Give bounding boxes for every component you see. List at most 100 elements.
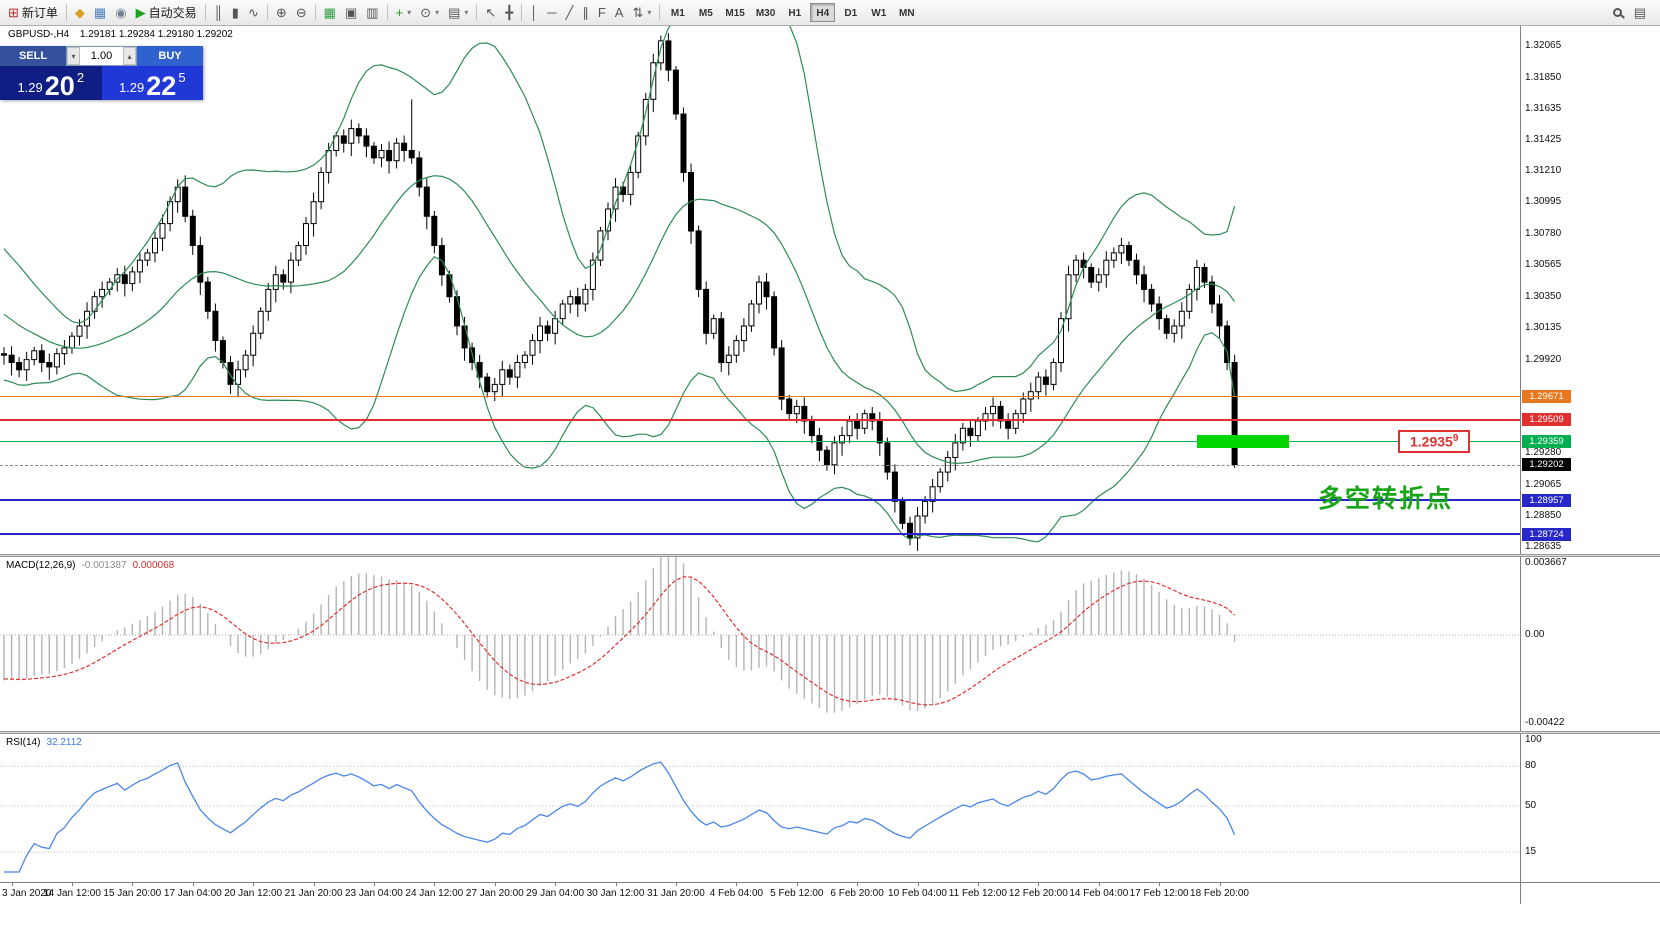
time-label: 21 Jan 20:00 xyxy=(284,888,343,899)
new-order-button[interactable]: ⊞ 新订单 xyxy=(4,2,62,24)
periods-dropdown-arrow[interactable]: ▾ xyxy=(435,8,440,17)
timeframe-h1-button[interactable]: H1 xyxy=(788,8,802,19)
volume-down-button[interactable]: ▾ xyxy=(67,47,80,65)
timeframe-m5-button[interactable]: M5 xyxy=(698,8,713,19)
fibonacci-button[interactable]: F xyxy=(594,2,610,24)
trendline-button[interactable]: ╱ xyxy=(561,2,577,24)
zoom-out-button[interactable]: ⊖ xyxy=(292,2,311,24)
time-label: 23 Jan 04:00 xyxy=(344,888,403,899)
auto-trading-button[interactable]: ▶ 自动交易 xyxy=(132,2,201,24)
data-window-button[interactable]: ▤ xyxy=(1630,2,1650,24)
volume-up-button[interactable]: ▴ xyxy=(123,47,136,65)
timeframe-m30-button[interactable]: M30 xyxy=(755,8,776,19)
callout-main: 1.2935 xyxy=(1410,433,1453,450)
search-button[interactable] xyxy=(1609,2,1626,24)
symbol-title-bar: GBPUSD-,H4 1.29181 1.29284 1.29180 1.292… xyxy=(8,29,233,40)
cursor-button[interactable]: ↖ xyxy=(481,2,500,24)
trendline-icon: ╱ xyxy=(565,5,574,20)
rsi-chart-canvas[interactable] xyxy=(0,734,1520,882)
horizontal-line-object[interactable] xyxy=(0,533,1520,536)
sell-price-button[interactable]: 1.29 20 2 xyxy=(0,66,102,100)
price-tick: 1.29280 xyxy=(1525,447,1562,459)
toolbar-separator xyxy=(386,4,388,21)
timeframe-w1-button[interactable]: W1 xyxy=(871,8,887,19)
rsi-name: RSI(14) xyxy=(6,737,41,748)
grid-button[interactable]: ▦ xyxy=(320,2,340,24)
time-tick xyxy=(615,883,617,886)
toolbar: ⊞ 新订单 ◆ ▦ ◉ ▶ 自动交易 ║ ▮ ∿ ⊕ ⊖ ▦ ▣ ▥ + ▾ ⊙ ▾ ▤ ▾ ↖ ╋ │ ─ ╱ ∥ F A ⇅ ▾ M1 M5… xyxy=(0,0,1660,26)
rsi-axis-label: 100 xyxy=(1525,734,1542,745)
price-tick: 1.29065 xyxy=(1525,478,1562,490)
line-chart-mode-button[interactable]: ∿ xyxy=(244,2,263,24)
equidistant-channel-button[interactable]: ∥ xyxy=(578,2,593,24)
price-tick: 1.32065 xyxy=(1525,40,1562,51)
sell-price-big: 20 xyxy=(44,71,75,102)
buy-price-button[interactable]: 1.29 22 5 xyxy=(101,66,203,100)
candlestick-mode-icon: ▮ xyxy=(231,5,239,20)
panel-splitter[interactable] xyxy=(0,731,1660,734)
price-callout-label[interactable]: 1.29359 xyxy=(1398,429,1471,454)
vertical-line-button[interactable]: │ xyxy=(526,2,542,24)
crosshair-button[interactable]: ╋ xyxy=(501,2,517,24)
highlight-line-segment[interactable] xyxy=(1197,435,1289,449)
macd-signal-value: 0.000068 xyxy=(132,560,175,571)
horizontal-line-object[interactable] xyxy=(0,441,1520,443)
main-plot[interactable]: 1.29359 多空转折点 xyxy=(0,26,1520,554)
chart-window-button[interactable]: ▦ xyxy=(90,2,110,24)
templates-button[interactable]: ▤ ▾ xyxy=(444,2,472,24)
timeframe-d1-button[interactable]: D1 xyxy=(844,8,858,19)
time-label: 20 Jan 12:00 xyxy=(224,888,283,899)
time-axis[interactable]: 3 Jan 2020 14 Jan 12:00 15 Jan 20:00 17 Jan… xyxy=(0,882,1660,904)
indicators-button[interactable]: + ▾ xyxy=(392,2,416,24)
auto-trading-icon: ▶ xyxy=(135,5,146,20)
macd-chart-canvas[interactable] xyxy=(0,557,1520,731)
timeframe-m15-button[interactable]: M15 xyxy=(725,8,745,19)
volume-input[interactable]: 1.00 xyxy=(90,50,113,62)
indicators-icon: + xyxy=(395,5,404,20)
horizontal-line-button[interactable]: ─ xyxy=(543,2,560,24)
price-axis[interactable]: 1.32065 1.31850 1.31635 1.31425 1.31210 1.309… xyxy=(1520,26,1660,554)
timeframe-mn-button[interactable]: MN xyxy=(898,8,915,19)
metaeditor-button[interactable]: ◆ xyxy=(71,2,89,24)
arrows-icon: ⇅ xyxy=(632,5,644,20)
horizontal-line-object[interactable] xyxy=(0,418,1520,421)
rsi-plot[interactable] xyxy=(0,734,1520,882)
fibonacci-icon: F xyxy=(597,5,606,20)
horizontal-line-object[interactable] xyxy=(0,395,1520,397)
candlestick-mode-button[interactable]: ▮ xyxy=(228,2,243,24)
panel-splitter[interactable] xyxy=(0,554,1660,557)
timeframe-m1-button[interactable]: M1 xyxy=(670,8,685,19)
turning-point-annotation[interactable]: 多空转折点 xyxy=(1318,484,1454,513)
arrows-dropdown-arrow[interactable]: ▾ xyxy=(647,8,652,17)
sell-button[interactable]: SELL xyxy=(0,46,66,66)
macd-plot[interactable] xyxy=(0,557,1520,731)
time-tick xyxy=(1098,883,1100,886)
bar-chart-mode-icon: ║ xyxy=(213,5,223,20)
main-chart-canvas[interactable] xyxy=(0,26,1520,554)
time-label: 24 Jan 12:00 xyxy=(405,888,464,899)
price-panel: 1.29359 多空转折点 GBPUSD-,H4 1.29181 1.29284… xyxy=(0,26,1660,554)
rsi-panel: RSI(14) 32.2112 100 80 50 15 xyxy=(0,734,1660,882)
symbol-title: GBPUSD-,H4 xyxy=(8,29,70,40)
buy-button[interactable]: BUY xyxy=(137,46,203,66)
indicators-dropdown-arrow[interactable]: ▾ xyxy=(407,8,412,17)
search-icon xyxy=(1612,8,1622,17)
timeframe-h4-button[interactable]: H4 xyxy=(810,3,836,22)
horizontal-line-object[interactable] xyxy=(0,499,1520,502)
toolbar-separator xyxy=(521,4,523,21)
cascade-windows-button[interactable]: ▣ xyxy=(341,2,361,24)
crosshair-icon: ╋ xyxy=(505,5,514,20)
templates-dropdown-arrow[interactable]: ▾ xyxy=(464,8,469,17)
bar-chart-mode-button[interactable]: ║ xyxy=(210,2,227,24)
time-tick xyxy=(313,883,315,886)
navigator-button[interactable]: ◉ xyxy=(111,2,130,24)
time-label: 5 Feb 12:00 xyxy=(770,888,824,899)
periods-button[interactable]: ⊙ ▾ xyxy=(416,2,443,24)
time-label: 14 Feb 04:00 xyxy=(1069,888,1129,899)
text-label-button[interactable]: A xyxy=(611,2,628,24)
toolbar-separator xyxy=(204,4,206,21)
zoom-in-button[interactable]: ⊕ xyxy=(272,2,291,24)
arrows-button[interactable]: ⇅ ▾ xyxy=(628,2,655,24)
tile-windows-icon: ▥ xyxy=(366,5,379,20)
tile-windows-button[interactable]: ▥ xyxy=(362,2,382,24)
